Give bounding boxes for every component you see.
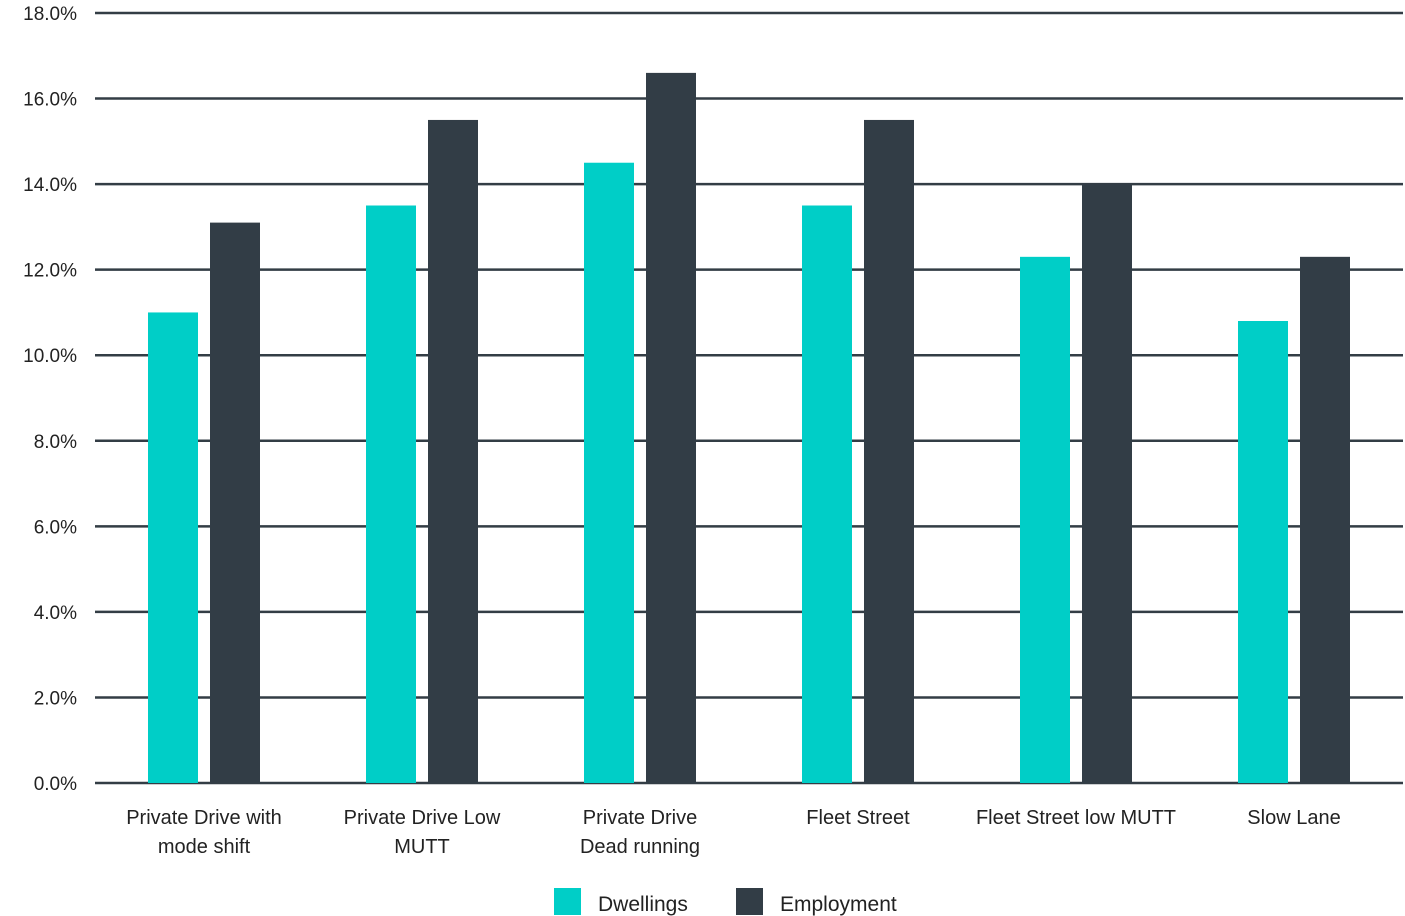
x-category-label: Private Drive with [126,807,282,829]
bar-dwellings [802,205,852,783]
bar-employment [646,72,696,783]
x-category-label: mode shift [158,836,251,858]
bar-employment [1300,256,1350,783]
y-tick-label: 2.0% [34,688,77,709]
legend-label-dwellings: Dwellings [598,893,688,916]
y-tick-label: 16.0% [23,90,77,111]
bar-employment [210,222,260,784]
x-axis-category-labels: Private Drive with mode shift Private Driv… [126,807,1341,858]
x-category-label: Private Drive Low [344,807,501,829]
x-category-label: MUTT [394,836,450,858]
y-tick-label: 12.0% [23,261,77,282]
legend-swatch-dwellings [554,888,581,915]
y-tick-label: 8.0% [34,432,77,453]
legend-label-employment: Employment [780,893,897,916]
bar-dwellings [148,312,198,783]
legend-swatch-employment [736,888,763,915]
y-tick-label: 6.0% [34,517,77,538]
x-category-label: Dead running [580,836,700,858]
y-tick-label: 4.0% [34,603,77,624]
bar-employment [1082,184,1132,784]
bar-employment [428,119,478,783]
gridlines [95,11,1403,785]
y-tick-label: 0.0% [34,774,77,795]
bar-employment [864,119,914,783]
x-category-label: Slow Lane [1247,807,1340,829]
y-tick-label: 18.0% [23,4,77,25]
x-category-label: Private Drive [583,807,697,829]
y-tick-label: 10.0% [23,346,77,367]
bar-dwellings [366,205,416,783]
bars [148,72,1350,784]
x-category-label: Fleet Street low MUTT [976,807,1176,829]
bar-dwellings [1238,321,1288,783]
bar-dwellings [1020,256,1070,783]
y-axis-tick-labels: 0.0% 2.0% 4.0% 6.0% 8.0% 10.0% 12.0% 14.0% 16.0%… [23,4,77,795]
legend: Dwellings Employment [554,888,897,916]
bar-dwellings [584,162,634,783]
x-category-label: Fleet Street [806,807,910,829]
y-tick-label: 14.0% [23,175,77,196]
